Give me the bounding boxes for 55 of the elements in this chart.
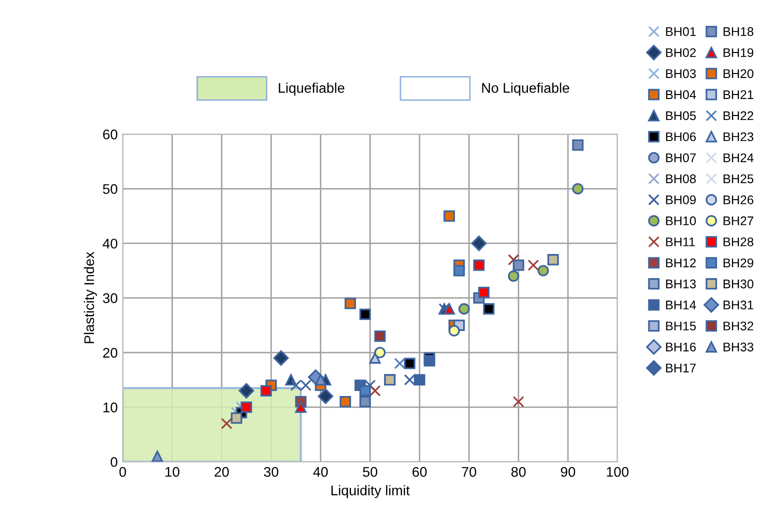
text: No Liquefiable bbox=[482, 82, 570, 96]
legend-label: BH23 bbox=[724, 132, 754, 142]
legend-label: BH09 bbox=[666, 195, 696, 204]
legend-label: BH12 bbox=[666, 258, 696, 268]
legend-label: BH14 bbox=[666, 300, 696, 310]
y-tick-label: 20 bbox=[103, 348, 118, 358]
legend-label: BH33 bbox=[724, 342, 754, 352]
legend-label: BH04 bbox=[666, 90, 696, 100]
x-tick-label: 80 bbox=[511, 466, 526, 477]
y-tick-label: 60 bbox=[103, 129, 118, 140]
legend-label: BH22 bbox=[724, 111, 754, 120]
legend-label: BH26 bbox=[724, 195, 754, 204]
legend-label: BH31 bbox=[724, 300, 754, 310]
y-tick-label: 40 bbox=[102, 238, 118, 249]
x-tick-label: 100 bbox=[606, 466, 628, 477]
legend-label: BH21 bbox=[724, 90, 754, 99]
x-axis-title: Liquidity limit bbox=[331, 485, 410, 498]
y-axis-title: Plasticity Index bbox=[84, 252, 97, 344]
legend-label: BH03 bbox=[666, 69, 696, 78]
legend-label: BH05 bbox=[666, 111, 696, 120]
legend-label: BH13 bbox=[666, 280, 696, 288]
y-tick-label: 0 bbox=[110, 457, 118, 467]
legend-label: BH30 bbox=[724, 280, 754, 288]
legend-label: BH02 bbox=[666, 48, 696, 58]
legend-label: BH18 bbox=[724, 27, 754, 36]
legend-label: BH27 bbox=[724, 216, 754, 226]
x-tick-label: 0 bbox=[119, 466, 126, 477]
legend-label: BH17 bbox=[666, 364, 696, 372]
y-tick-label: 30 bbox=[102, 293, 118, 304]
x-tick-label: 30 bbox=[264, 466, 278, 477]
x-tick-label: 60 bbox=[412, 466, 427, 477]
legend-label: BH16 bbox=[666, 342, 696, 352]
legend-label: BH29 bbox=[724, 258, 754, 268]
x-tick-label: 70 bbox=[462, 466, 476, 477]
x-tick-label: 40 bbox=[313, 466, 328, 477]
x-tick-label: 90 bbox=[560, 466, 576, 477]
y-tick-label: 10 bbox=[103, 402, 118, 412]
legend-label: BH07 bbox=[666, 153, 696, 162]
legend-label: BH10 bbox=[666, 216, 696, 226]
legend-label: BH25 bbox=[724, 174, 754, 184]
x-tick-label: 10 bbox=[166, 466, 180, 477]
legend-label: BH15 bbox=[666, 322, 696, 330]
legend-label: Liquefiable bbox=[278, 82, 344, 96]
legend-label: BH19 bbox=[724, 48, 754, 58]
legend-label: BH06 bbox=[666, 132, 696, 142]
legend-label: BH20 bbox=[724, 69, 754, 78]
legend-label: BH24 bbox=[724, 153, 754, 162]
legend-label: BH01 bbox=[666, 27, 696, 36]
x-tick-label: 50 bbox=[362, 466, 378, 477]
x-tick-label: 20 bbox=[214, 466, 229, 477]
legend-label: BH11 bbox=[666, 238, 695, 246]
legend-label: BH32 bbox=[724, 322, 754, 330]
y-tick-label: 50 bbox=[102, 184, 118, 194]
legend-label: BH08 bbox=[666, 174, 696, 184]
legend-label: BH28 bbox=[724, 237, 754, 246]
